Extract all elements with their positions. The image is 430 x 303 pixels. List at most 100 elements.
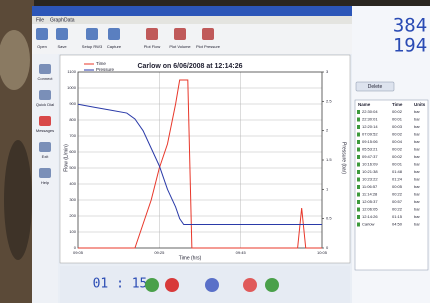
list-cell: 00:05 [392,184,403,189]
y-tick-label: 900 [69,101,76,106]
legend-label: Time [96,61,106,66]
counter-top: 384 [393,15,427,37]
list-cell: 00:57 [392,199,403,204]
column-header: Time [392,102,403,107]
row-icon [357,118,360,122]
list-cell: 00:22 [392,192,403,197]
list-cell: bar [414,117,420,122]
list-cell: 05:53:21 [362,147,378,152]
list-cell: bar [414,109,420,114]
row-icon [357,163,360,167]
list-cell: 00:01 [392,162,403,167]
toolbar-label: Setup RW3 [82,44,103,49]
list-cell: 12:05:37 [362,199,378,204]
row-icon [357,200,360,204]
sidebar-icon[interactable] [39,90,51,100]
column-header: Units [414,102,426,107]
list-cell: 10:16:09 [362,162,378,167]
menu-item[interactable]: File [36,17,44,23]
menu-item[interactable]: Graph [50,17,64,23]
list-cell: 22:30:01 [362,117,378,122]
row-icon [357,140,360,144]
list-cell: bar [414,132,420,137]
sidebar-icon[interactable] [39,116,51,126]
column-header: Name [358,102,371,107]
list-cell: 10:23:22 [362,177,378,182]
menu-bar [32,16,352,24]
row-icon [357,148,360,152]
toolbar-icon[interactable] [174,28,186,40]
sidebar-label: Connect [38,76,54,81]
row-icon [357,215,360,219]
pause-button[interactable] [205,278,219,292]
toolbar-icon[interactable] [108,28,120,40]
list-cell: Carlow [362,222,375,227]
x-axis-label: Time (hrs) [179,255,202,261]
list-cell: bar [414,147,420,152]
list-cell: bar [414,222,420,227]
list-cell: 12:20:14 [362,124,378,129]
toolbar-icon[interactable] [36,28,48,40]
y2-tick-label: 2.5 [326,98,332,103]
y-tick-label: 1000 [67,85,77,90]
y2-axis-label: Pressure (bar) [341,142,347,174]
list-cell: 01:48 [392,169,403,174]
list-cell: 01:15 [392,214,403,219]
y-tick-label: 200 [69,213,76,218]
stop-button[interactable] [165,278,179,292]
list-cell: bar [414,177,420,182]
row-icon [357,185,360,189]
page: {"window": {"menu": ["File", "Graph", "D… [0,0,430,303]
list-cell: bar [414,169,420,174]
sidebar-icon[interactable] [39,64,51,74]
list-cell: 00:03 [392,124,403,129]
list-cell: 07:09:52 [362,132,378,137]
sidebar-label: Help [41,180,50,185]
delete-button-label: Delete [368,84,383,90]
row-icon [357,133,360,137]
menu-item[interactable]: Data [64,17,75,23]
list-cell: bar [414,192,420,197]
list-cell: 12:06:05 [362,207,378,212]
sidebar-label: Messages [36,128,54,133]
x-tick-label: 09:05 [73,250,84,255]
y-tick-label: 500 [69,165,76,170]
y-tick-label: 100 [69,229,76,234]
toolbar-label: Open [37,44,47,49]
toolbar-label: Plot Flow [144,44,161,49]
toolbar [32,24,352,54]
row-icon [357,155,360,159]
y-tick-label: 700 [69,133,76,138]
list-cell: 11:14:28 [362,192,378,197]
toolbar-icon[interactable] [146,28,158,40]
toolbar-icon[interactable] [202,28,214,40]
y-tick-label: 300 [69,197,76,202]
list-cell: 04:50 [392,222,403,227]
list-cell: 00:02 [392,147,403,152]
y-tick-label: 600 [69,149,76,154]
record-button[interactable] [145,278,159,292]
sidebar-icon[interactable] [39,142,51,152]
play-button[interactable] [265,278,279,292]
row-icon [357,110,360,114]
sidebar-icon[interactable] [39,168,51,178]
list-cell: 00:04 [392,139,403,144]
list-cell: bar [414,139,420,144]
toolbar-label: Capture [107,44,122,49]
row-icon [357,193,360,197]
list-cell: bar [414,124,420,129]
list-cell: 10:21:38 [362,169,378,174]
y-tick-label: 400 [69,181,76,186]
toolbar-label: Plot Volume [169,44,191,49]
toolbar-label: Plot Pressure [196,44,221,49]
list-cell: 01:24 [392,177,403,182]
x-tick-label: 10:05 [317,250,328,255]
legend-label: Pressure [96,67,115,72]
y-tick-label: 1100 [67,69,76,74]
list-cell: 11:06:57 [362,184,378,189]
toolbar-label: Save [57,44,67,49]
reset-button[interactable] [243,278,257,292]
toolbar-icon[interactable] [56,28,68,40]
list-cell: 22:30:04 [362,109,378,114]
toolbar-icon[interactable] [86,28,98,40]
